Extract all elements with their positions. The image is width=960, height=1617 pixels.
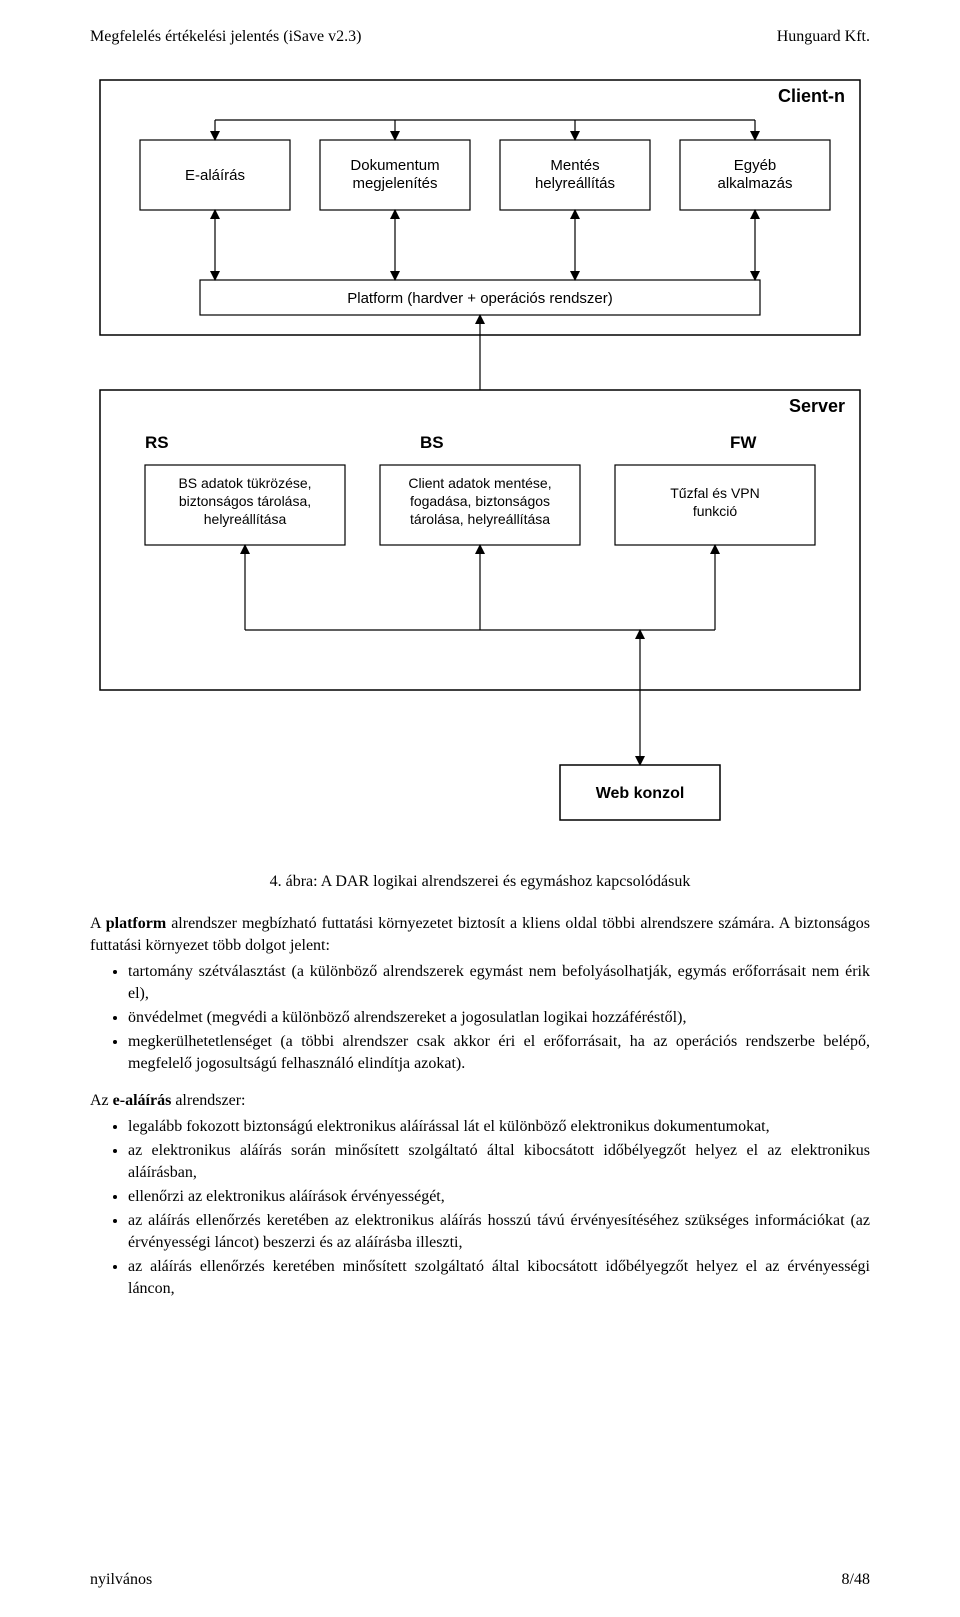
list-item: önvédelmet (megvédi a különböző alrendsz… [128,1007,870,1029]
svg-text:Dokumentum: Dokumentum [350,157,439,174]
app-box-3: Egyéb alkalmazás [680,140,830,210]
svg-text:E-aláírás: E-aláírás [185,167,245,184]
header-right: Hunguard Kft. [777,28,870,46]
body-text: A platform alrendszer megbízható futtatá… [90,913,870,1300]
bullet-list-platform: tartomány szétválasztást (a különböző al… [90,961,870,1075]
svg-text:FW: FW [730,433,757,452]
svg-text:tárolása, helyreállítása: tárolása, helyreállítása [410,511,550,527]
svg-text:alkalmazás: alkalmazás [717,175,792,192]
footer-left: nyilvános [90,1571,152,1589]
svg-text:RS: RS [145,433,169,452]
header-left: Megfelelés értékelési jelentés (iSave v2… [90,28,361,46]
app-box-0: E-aláírás [140,140,290,210]
svg-text:funkció: funkció [693,503,738,519]
server-box-rs: BS adatok tükrözése, biztonságos tárolás… [145,465,345,545]
app-box-2: Mentés helyreállítás [500,140,650,210]
list-item: legalább fokozott biztonságú elektroniku… [128,1116,870,1138]
server-title: Server [789,396,845,416]
list-item: tartomány szétválasztást (a különböző al… [128,961,870,1005]
svg-text:Mentés: Mentés [550,157,599,174]
list-item: az aláírás ellenőrzés keretében minősíte… [128,1256,870,1300]
list-item: megkerülhetetlenséget (a többi alrendsze… [128,1031,870,1075]
svg-text:helyreállítása: helyreállítása [204,511,287,527]
bullet-list-esign: legalább fokozott biztonságú elektroniku… [90,1116,870,1301]
page: Megfelelés értékelési jelentés (iSave v2… [0,0,960,1617]
footer-right: 8/48 [842,1571,870,1589]
diagram-svg: Client-n E-aláírás Dokumentum megjelenít… [90,70,870,840]
svg-text:Web konzol: Web konzol [596,785,685,802]
svg-text:BS: BS [420,433,444,452]
list-item: az aláírás ellenőrzés keretében az elekt… [128,1210,870,1254]
svg-text:helyreállítás: helyreállítás [535,175,615,192]
app-box-1: Dokumentum megjelenítés [320,140,470,210]
page-header: Megfelelés értékelési jelentés (iSave v2… [90,28,870,46]
svg-text:megjelenítés: megjelenítés [352,175,437,192]
svg-text:biztonságos tárolása,: biztonságos tárolása, [179,493,311,509]
figure-caption: 4. ábra: A DAR logikai alrendszerei és e… [90,873,870,891]
svg-text:Client adatok mentése,: Client adatok mentése, [408,475,551,491]
server-box-bs: Client adatok mentése, fogadása, biztons… [380,465,580,545]
svg-text:fogadása, biztonságos: fogadása, biztonságos [410,493,550,509]
list-item: ellenőrzi az elektronikus aláírások érvé… [128,1186,870,1208]
page-footer: nyilvános 8/48 [90,1571,870,1589]
svg-text:Egyéb: Egyéb [734,157,777,174]
svg-text:Tűzfal és VPN: Tűzfal és VPN [670,485,759,501]
server-box-fw: Tűzfal és VPN funkció [615,465,815,545]
paragraph-esign: Az e-aláírás alrendszer: [90,1090,870,1112]
platform-label: Platform (hardver + operációs rendszer) [347,290,613,307]
list-item: az elektronikus aláírás során minősített… [128,1140,870,1184]
client-group: Client-n E-aláírás Dokumentum megjelenít… [100,80,860,335]
svg-text:BS adatok tükrözése,: BS adatok tükrözése, [178,475,311,491]
web-console-box: Web konzol [560,765,720,820]
client-title: Client-n [778,86,845,106]
server-group: Server RS BS FW BS adatok tükrözése, biz… [100,390,860,690]
paragraph-platform: A platform alrendszer megbízható futtatá… [90,913,870,957]
architecture-diagram: Client-n E-aláírás Dokumentum megjelenít… [90,70,870,845]
